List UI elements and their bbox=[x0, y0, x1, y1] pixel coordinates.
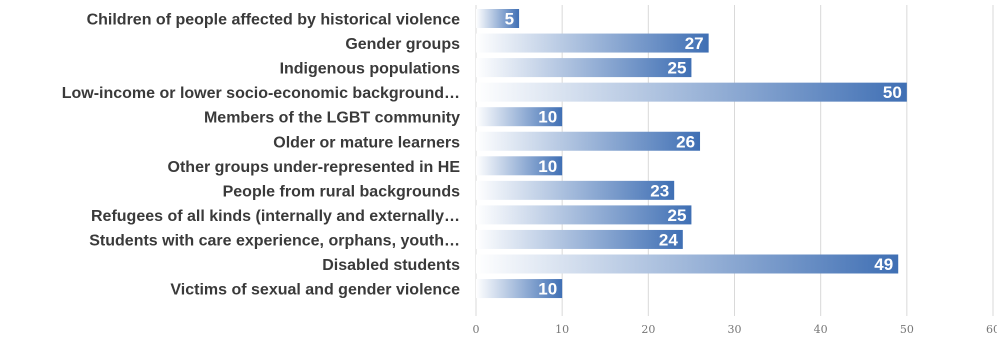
category-label-6: Other groups under-represented in HE bbox=[168, 159, 461, 176]
tick-label-60: 60 bbox=[986, 323, 997, 336]
bar-1 bbox=[476, 33, 709, 53]
tick-label-0: 0 bbox=[473, 323, 480, 336]
bar-11 bbox=[476, 279, 563, 299]
value-label-10: 49 bbox=[874, 255, 893, 274]
category-labels: Children of people affected by historica… bbox=[62, 12, 461, 299]
bar-10 bbox=[476, 254, 899, 274]
tick-label-40: 40 bbox=[814, 323, 828, 336]
category-label-3: Low-income or lower socio-economic backg… bbox=[62, 85, 460, 102]
value-label-5: 26 bbox=[676, 132, 695, 151]
tick-label-20: 20 bbox=[641, 323, 655, 336]
bar-3 bbox=[476, 82, 907, 102]
category-label-8: Refugees of all kinds (internally and ex… bbox=[91, 208, 460, 225]
bar-5 bbox=[476, 131, 701, 151]
bar-9 bbox=[476, 229, 683, 249]
category-label-10: Disabled students bbox=[322, 257, 460, 274]
value-label-7: 23 bbox=[650, 181, 669, 200]
value-label-6: 10 bbox=[538, 157, 557, 176]
bar-6 bbox=[476, 156, 563, 176]
bar-8 bbox=[476, 205, 692, 225]
category-label-7: People from rural backgrounds bbox=[223, 183, 460, 200]
value-label-0: 5 bbox=[505, 10, 514, 29]
bar-2 bbox=[476, 58, 692, 78]
value-label-8: 25 bbox=[667, 206, 686, 225]
x-axis-ticks: 0 10 20 30 40 50 60 bbox=[473, 323, 997, 336]
value-label-1: 27 bbox=[685, 34, 704, 53]
tick-label-10: 10 bbox=[555, 323, 569, 336]
category-label-9: Students with care experience, orphans, … bbox=[89, 232, 460, 249]
grid bbox=[475, 5, 994, 316]
value-label-9: 24 bbox=[659, 230, 678, 249]
tick-label-30: 30 bbox=[728, 323, 742, 336]
value-label-11: 10 bbox=[538, 280, 557, 299]
value-label-3: 50 bbox=[883, 83, 902, 102]
tick-label-50: 50 bbox=[900, 323, 914, 336]
bar-0 bbox=[476, 9, 520, 28]
category-label-2: Indigenous populations bbox=[280, 61, 461, 78]
category-label-5: Older or mature learners bbox=[273, 134, 460, 151]
bar-7 bbox=[476, 180, 675, 200]
bars: 5 27 25 50 10 26 10 23 25 24 49 10 bbox=[476, 9, 907, 299]
value-label-4: 10 bbox=[538, 108, 557, 127]
category-label-0: Children of people affected by historica… bbox=[87, 12, 461, 29]
category-label-1: Gender groups bbox=[345, 36, 460, 53]
bar-4 bbox=[476, 107, 563, 127]
category-label-4: Members of the LGBT community bbox=[204, 110, 460, 127]
category-label-11: Victims of sexual and gender violence bbox=[170, 282, 460, 299]
value-label-2: 25 bbox=[667, 59, 686, 78]
